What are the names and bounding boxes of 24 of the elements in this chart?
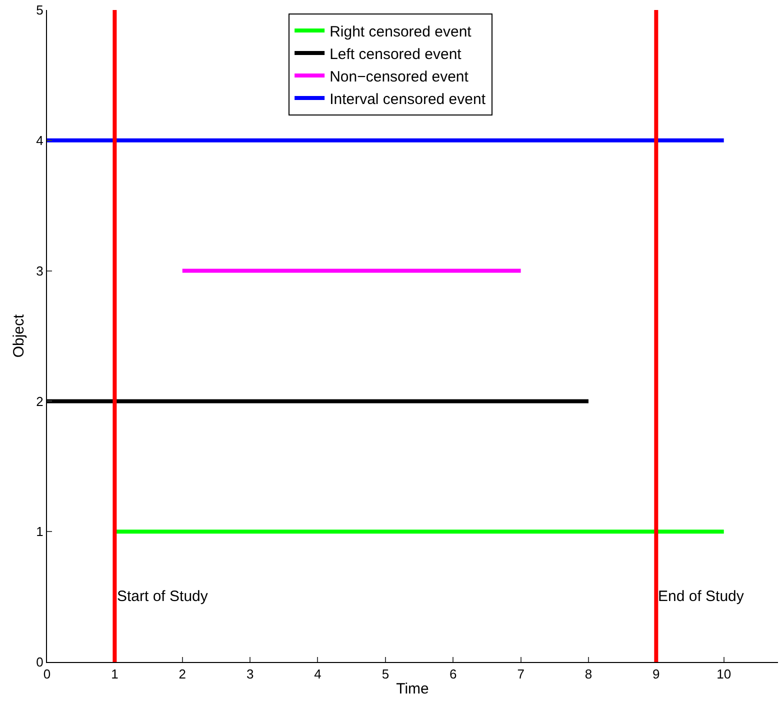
x-axis-title: Time xyxy=(396,680,429,698)
legend-label: Interval censored event xyxy=(330,90,486,108)
y-tick-label: 1 xyxy=(36,524,44,540)
y-tick-label: 0 xyxy=(36,654,44,670)
x-tick-label: 9 xyxy=(652,666,660,682)
legend-label: Non−censored event xyxy=(330,68,470,86)
legend-label: Left censored event xyxy=(330,46,462,63)
y-tick-label: 2 xyxy=(36,394,44,409)
ref-line-label: End of Study xyxy=(658,588,744,605)
ref-line-label: Start of Study xyxy=(117,588,208,605)
x-tick-label: 10 xyxy=(716,666,732,682)
x-tick-label: 3 xyxy=(246,666,254,682)
x-tick-label: 4 xyxy=(314,666,322,682)
y-tick-label: 3 xyxy=(36,263,44,278)
x-tick-label: 5 xyxy=(382,666,390,682)
x-tick-label: 7 xyxy=(517,666,524,682)
x-tick-label: 1 xyxy=(111,666,118,682)
y-tick-label: 5 xyxy=(36,2,44,18)
legend-label: Right censored event xyxy=(330,23,472,40)
x-tick-label: 2 xyxy=(178,666,186,682)
x-tick-label: 6 xyxy=(449,666,457,682)
x-tick-label: 8 xyxy=(584,666,592,682)
y-tick-label: 4 xyxy=(36,132,44,148)
y-axis-title: Object xyxy=(10,313,28,358)
